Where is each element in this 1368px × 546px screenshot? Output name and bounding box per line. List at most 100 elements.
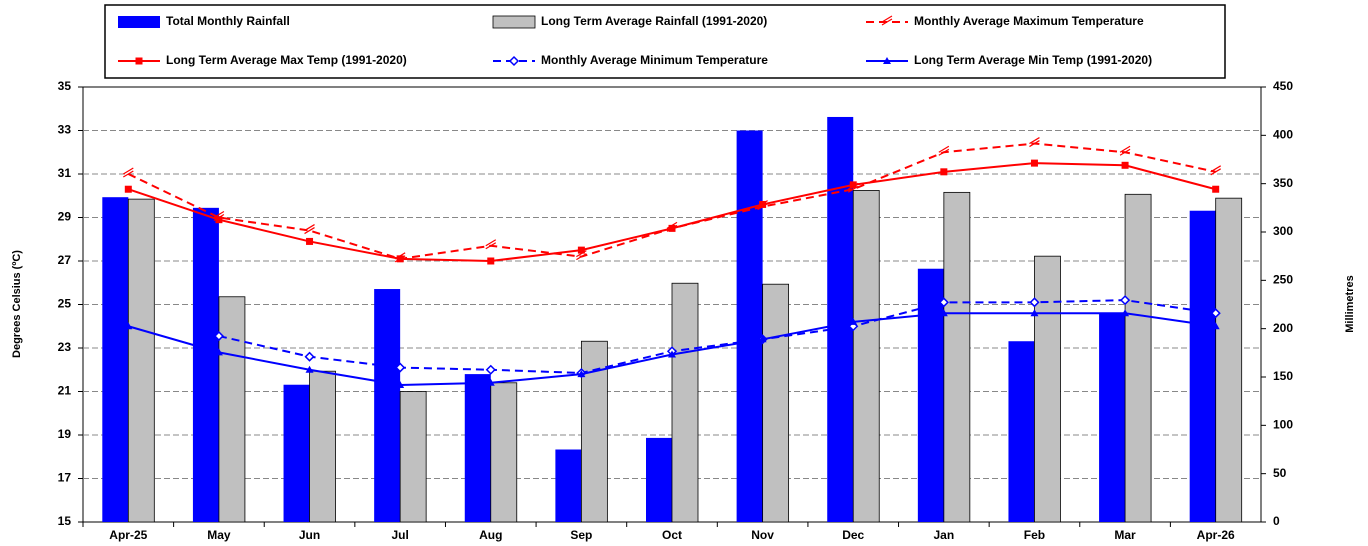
y-tick-label: 29 (58, 210, 72, 224)
marker (124, 185, 132, 193)
marker (305, 365, 314, 373)
bar (671, 282, 699, 523)
marker (487, 257, 495, 265)
marker (213, 330, 224, 342)
x-tick-label: Apr-26 (1197, 528, 1235, 542)
marker (577, 370, 586, 378)
y2-tick-label: 0 (1273, 514, 1280, 528)
y2-tick-label: 100 (1273, 418, 1293, 432)
bar (283, 384, 310, 522)
y2-tick-label: 200 (1273, 321, 1293, 335)
marker (1121, 161, 1129, 169)
marker (1211, 322, 1220, 330)
bar (736, 130, 763, 522)
y2-tick-label: 150 (1273, 369, 1293, 383)
bar (490, 382, 518, 523)
y2-tick-label: 50 (1273, 466, 1287, 480)
y-tick-label: 19 (58, 427, 72, 441)
x-tick-label: Aug (479, 528, 502, 542)
legend-marker (883, 57, 891, 64)
marker (485, 364, 496, 375)
legend-swatch (492, 15, 536, 29)
marker (759, 200, 767, 208)
bar (464, 374, 491, 522)
x-tick-label: Jul (391, 528, 408, 542)
legend-label: Total Monthly Rainfall (166, 14, 290, 28)
legend-marker (881, 15, 893, 26)
bar (943, 191, 971, 523)
y2-tick-label: 350 (1273, 176, 1293, 190)
bar (102, 197, 129, 522)
marker (1119, 145, 1131, 156)
bar (646, 437, 672, 522)
y2-tick-label: 400 (1273, 128, 1293, 142)
marker (849, 181, 857, 189)
bar (1008, 341, 1035, 522)
marker (668, 350, 676, 358)
bar (1034, 255, 1061, 523)
y-tick-label: 31 (58, 166, 72, 180)
bar (192, 207, 219, 523)
marker (1030, 309, 1039, 317)
y-tick-label: 35 (58, 79, 72, 93)
bar (827, 116, 854, 522)
marker (939, 309, 948, 317)
marker (668, 224, 676, 232)
marker (395, 362, 406, 373)
marker (849, 317, 858, 325)
marker (1029, 137, 1040, 148)
bar (555, 449, 582, 522)
legend-swatch (118, 16, 160, 28)
legend-label: Monthly Average Minimum Temperature (541, 53, 768, 67)
bar (917, 268, 944, 522)
x-tick-label: Mar (1114, 528, 1136, 542)
marker (486, 378, 495, 386)
marker (938, 297, 949, 308)
x-tick-label: Nov (751, 528, 774, 542)
marker (215, 216, 223, 224)
bar (127, 198, 155, 523)
marker (396, 255, 404, 263)
bar (1215, 197, 1243, 523)
marker (306, 237, 314, 245)
y2-axis-label: Millimetres (1344, 275, 1356, 332)
y-tick-label: 25 (58, 297, 72, 311)
y-tick-label: 23 (58, 340, 72, 354)
bar (1189, 210, 1216, 522)
y-axis-label: Degrees Celsius (ºC) (11, 250, 23, 358)
y2-tick-label: 300 (1273, 224, 1293, 238)
x-tick-label: Dec (842, 528, 864, 542)
marker (758, 335, 767, 343)
marker (304, 351, 315, 362)
x-tick-label: Apr-25 (109, 528, 147, 542)
y2-tick-label: 250 (1273, 273, 1293, 287)
bar (399, 391, 427, 523)
marker (938, 145, 950, 156)
marker (1212, 185, 1220, 193)
marker (1210, 308, 1221, 319)
y2-tick-label: 450 (1273, 79, 1293, 93)
y-tick-label: 21 (58, 384, 72, 398)
marker (1120, 295, 1131, 306)
marker (485, 239, 497, 250)
legend-marker (135, 57, 143, 65)
legend-label: Long Term Average Max Temp (1991-2020) (166, 53, 407, 67)
bar (218, 296, 246, 523)
bar (852, 190, 880, 523)
marker (1030, 159, 1038, 167)
x-tick-label: Jun (299, 528, 320, 542)
legend-label: Long Term Average Rainfall (1991-2020) (541, 14, 767, 28)
bar (309, 370, 336, 523)
marker (124, 322, 133, 330)
bar (762, 283, 790, 523)
marker (304, 224, 315, 235)
y-tick-label: 27 (58, 253, 72, 267)
x-tick-label: Oct (662, 528, 682, 542)
marker (214, 348, 223, 356)
marker (1210, 165, 1221, 176)
y-tick-label: 33 (58, 123, 72, 137)
bar (1099, 313, 1126, 522)
x-tick-label: Jan (934, 528, 955, 542)
marker (1121, 309, 1130, 317)
